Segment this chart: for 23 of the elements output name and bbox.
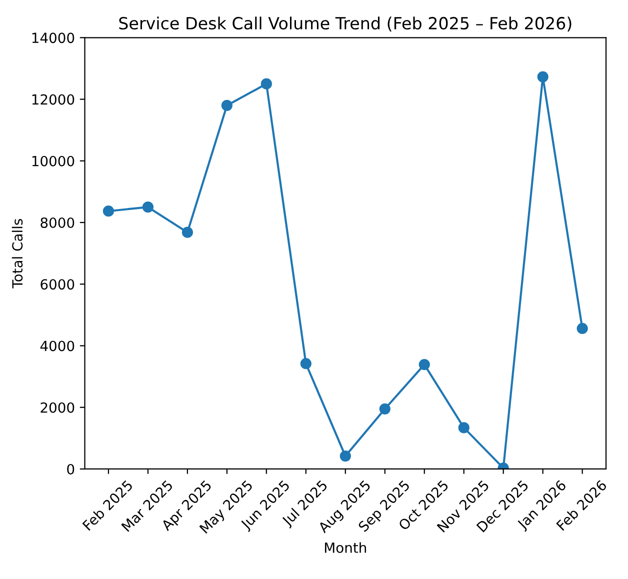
x-axis-title: Month bbox=[324, 542, 366, 553]
y-tick-label: 12000 bbox=[32, 94, 74, 105]
point bbox=[260, 78, 272, 90]
point bbox=[221, 100, 232, 111]
y-tick-label: 2000 bbox=[40, 402, 74, 413]
point bbox=[379, 403, 390, 414]
y-tick-label: 8000 bbox=[40, 217, 74, 228]
point bbox=[340, 450, 351, 462]
y-tick-label: 14000 bbox=[32, 32, 74, 44]
chart-title: Service Desk Call Volume Trend (Feb 2025 – Feb 2026) bbox=[119, 16, 572, 32]
point bbox=[142, 202, 154, 213]
point bbox=[418, 358, 430, 370]
y-tick-label: 6000 bbox=[40, 279, 74, 290]
point bbox=[576, 322, 588, 334]
y-axis-title: Total Calls bbox=[12, 218, 23, 288]
y-tick-label: 0 bbox=[67, 464, 74, 474]
point bbox=[102, 206, 114, 217]
y-tick-label: 4000 bbox=[40, 340, 74, 352]
point bbox=[300, 358, 312, 370]
point bbox=[537, 71, 548, 82]
point bbox=[182, 226, 194, 238]
y-tick-label: 10000 bbox=[32, 156, 74, 166]
point bbox=[458, 422, 470, 434]
